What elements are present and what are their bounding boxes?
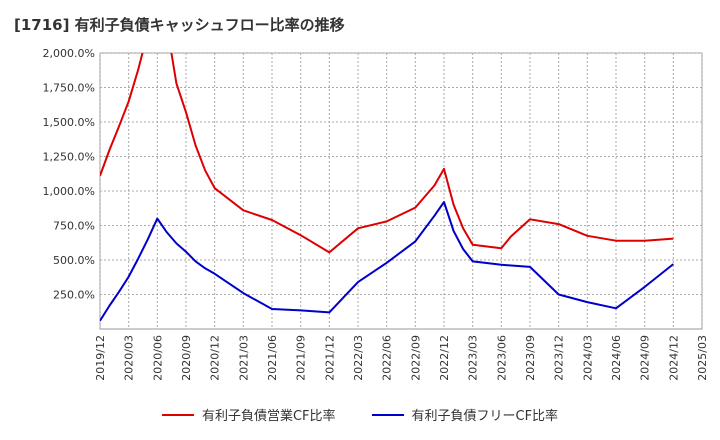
legend-item-operating-cf: 有利子負債営業CF比率 [161,405,336,424]
x-tick-label: 2021/09 [295,335,308,381]
x-axis-ticks: 2019/12 2020/03 2020/06 2020/09 2020/12 2021/… [94,335,709,381]
x-tick-label: 2022/09 [409,335,422,381]
legend: 有利子負債営業CF比率 有利子負債フリーCF比率 [0,405,720,424]
x-tick-label: 2024/09 [639,335,652,381]
y-tick-label: 750.0% [53,220,95,233]
x-tick-label: 2024/12 [667,335,680,381]
y-tick-label: 1,500.0% [43,116,95,129]
x-tick-label: 2023/09 [524,335,537,381]
y-tick-label: 2,000.0% [43,47,95,60]
x-tick-label: 2023/12 [553,335,566,381]
legend-label: 有利子負債フリーCF比率 [411,409,559,424]
x-tick-label: 2022/06 [381,335,394,381]
legend-label: 有利子負債営業CF比率 [201,409,336,424]
y-tick-label: 500.0% [53,254,95,267]
y-tick-label: 1,000.0% [43,185,95,198]
y-tick-label: 250.0% [53,289,95,302]
x-tick-label: 2020/06 [151,335,164,381]
legend-swatch-red [161,413,194,416]
x-tick-label: 2022/03 [352,335,365,381]
x-tick-label: 2024/06 [610,335,623,381]
x-tick-label: 2023/06 [495,335,508,381]
series-line-free-cf [100,201,674,322]
x-tick-label: 2023/03 [467,335,480,381]
x-tick-label: 2019/12 [94,335,107,381]
chart-title: [1716] 有利子負債キャッシュフロー比率の推移 [14,16,345,34]
x-tick-label: 2020/03 [123,335,136,381]
y-tick-label: 1,750.0% [43,82,95,95]
x-tick-label: 2024/03 [581,335,594,381]
series-lines [100,53,674,322]
x-tick-label: 2020/12 [209,335,222,381]
x-tick-label: 2021/12 [323,335,336,381]
y-axis-ticks: 250.0% 500.0% 750.0% 1,000.0% 1,250.0% 1,500.… [43,47,95,302]
x-tick-label: 2022/12 [438,335,451,381]
legend-swatch-blue [371,413,404,416]
x-tick-label: 2021/06 [266,335,279,381]
series-line-operating-cf [100,53,674,254]
x-tick-label: 2021/03 [237,335,250,381]
x-tick-label: 2020/09 [180,335,193,381]
x-tick-label: 2025/03 [696,335,709,381]
y-tick-label: 1,250.0% [43,151,95,164]
legend-item-free-cf: 有利子負債フリーCF比率 [371,405,559,424]
